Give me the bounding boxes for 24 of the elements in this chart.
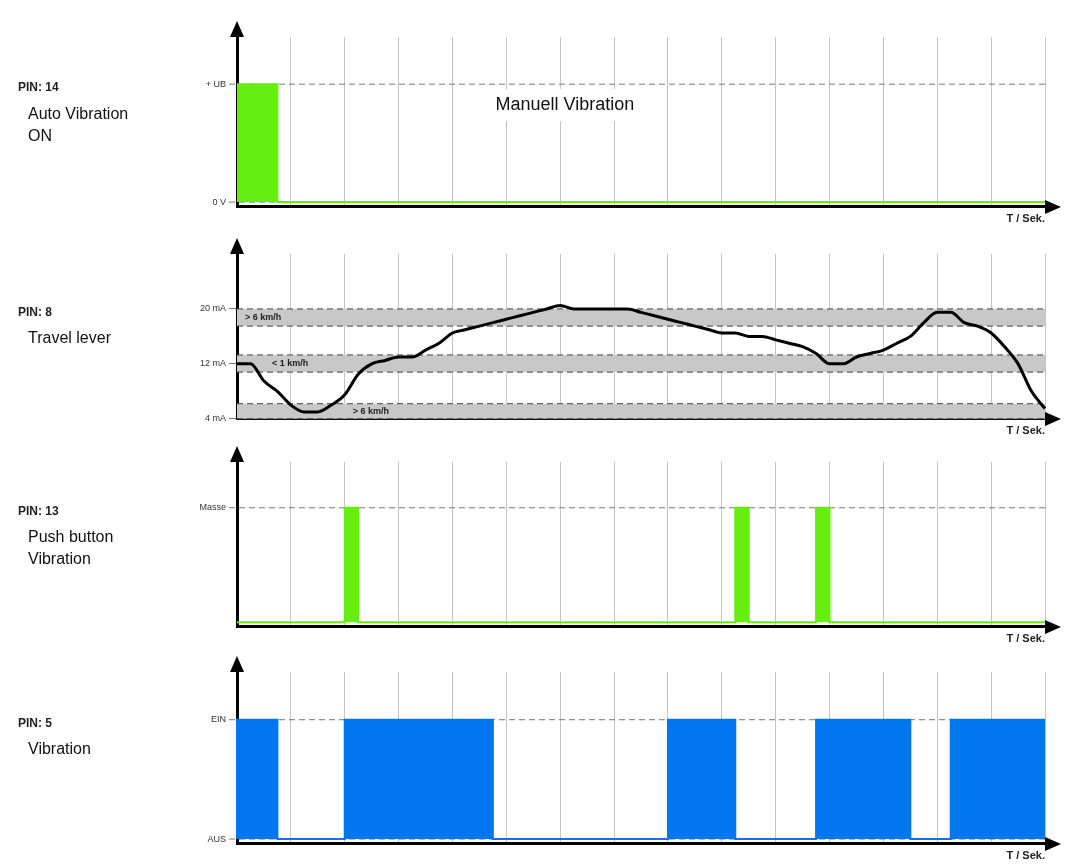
ref-line-label: EIN (210, 714, 226, 725)
ref-line-label: AUS (207, 833, 226, 844)
text: Auto Vibration ON (28, 104, 129, 144)
ref-line-label: Masse (199, 502, 226, 513)
y-tick-label: 12 mA (199, 358, 226, 369)
band-label: > 6 km/h (352, 405, 390, 416)
y-axis-title: PIN: 5 (18, 716, 53, 731)
ref-line-label: 0 V (212, 196, 226, 207)
y-tick-label: 4 mA (204, 413, 226, 424)
y-axis-title: PIN: 14 (18, 80, 60, 95)
band-label: > 6 km/h (245, 312, 282, 322)
text: Push button Vibration (28, 528, 114, 568)
text: Vibration (28, 740, 91, 758)
y-axis-title: PIN: 8 (18, 305, 53, 320)
x-axis-title: T / Sek. (1006, 632, 1045, 645)
band-label: < 1 km/h (271, 358, 309, 369)
y-tick-label: 20 mA (199, 303, 226, 314)
annotation: Manuell Vibration (495, 93, 635, 114)
x-axis-title: T / Sek. (1006, 849, 1045, 862)
x-axis-title: T / Sek. (1006, 424, 1045, 437)
x-axis-title: T / Sek. (1006, 212, 1045, 225)
text: Travel lever (28, 329, 112, 347)
y-axis-title: PIN: 13 (18, 504, 60, 519)
ref-line-label: + UB (205, 78, 226, 89)
